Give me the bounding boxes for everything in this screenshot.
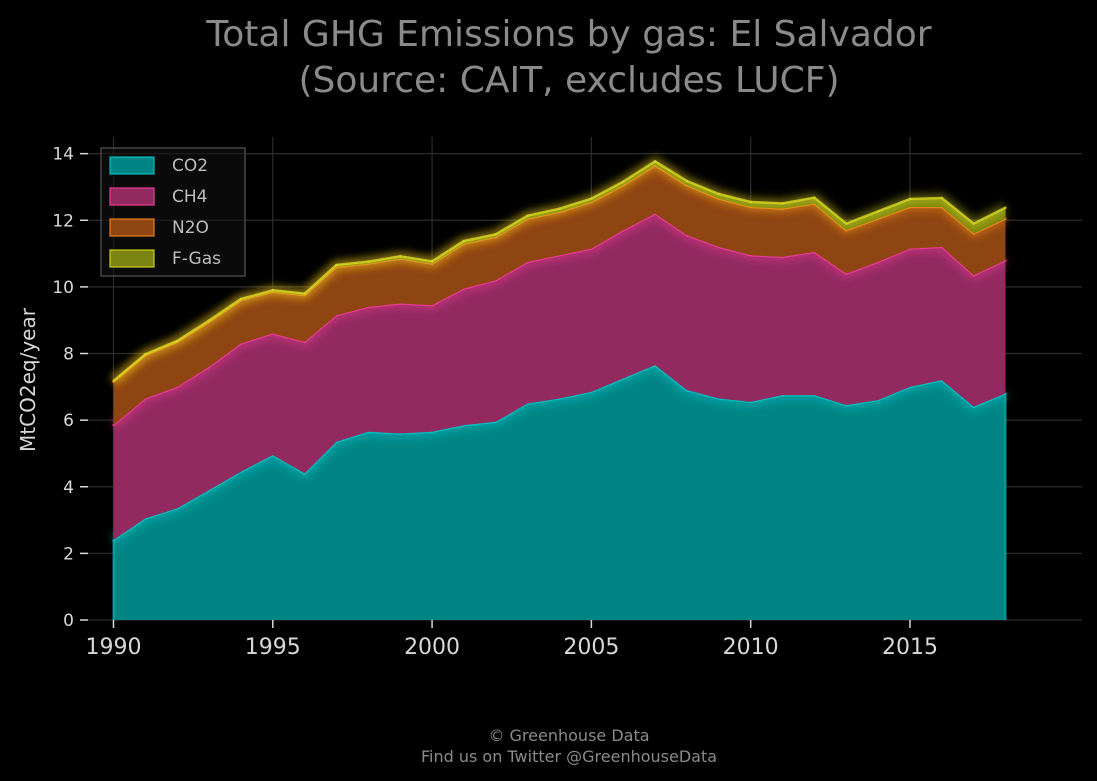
legend-swatch-co2 bbox=[109, 156, 155, 175]
point-f-gas-2014 bbox=[876, 210, 880, 213]
point-f-gas-2012 bbox=[813, 196, 816, 199]
legend-label-co2: CO2 bbox=[172, 156, 208, 176]
point-f-gas-2004 bbox=[558, 207, 561, 210]
legend-swatch-ch4 bbox=[109, 187, 155, 206]
point-f-gas-1993 bbox=[207, 319, 211, 322]
x-tick-label: 2005 bbox=[563, 635, 619, 660]
legend-swatch-f-gas bbox=[109, 249, 155, 268]
axes: 0 2 4 6 8 10 12 14 1990 1995 2000 2005 2010 2015 bbox=[52, 145, 938, 660]
point-f-gas-2002 bbox=[494, 233, 497, 236]
y-tick-label: 14 bbox=[52, 145, 74, 165]
y-tick-label: 8 bbox=[63, 345, 74, 365]
series-f-gas bbox=[110, 156, 1008, 385]
area-ch4 bbox=[113, 213, 1006, 541]
point-f-gas-1995 bbox=[271, 289, 274, 292]
legend: CO2 CH4 N2O F-Gas bbox=[100, 147, 246, 277]
y-tick-label: 10 bbox=[52, 278, 74, 298]
point-f-gas-2015 bbox=[908, 197, 912, 201]
y-tick-label: 2 bbox=[63, 544, 74, 564]
area-n2o bbox=[113, 165, 1006, 426]
legend-label-n2o: N2O bbox=[172, 218, 209, 238]
point-f-gas-2001 bbox=[462, 239, 466, 243]
legend-label-ch4: CH4 bbox=[172, 187, 207, 207]
stacked-areas bbox=[110, 156, 1008, 620]
point-f-gas-2003 bbox=[526, 214, 529, 217]
point-f-gas-1994 bbox=[239, 297, 243, 301]
point-f-gas-1998 bbox=[367, 260, 370, 263]
point-f-gas-1990 bbox=[112, 379, 115, 383]
y-tick-label: 12 bbox=[52, 211, 74, 231]
point-f-gas-1997 bbox=[335, 263, 338, 267]
chart-title: Total GHG Emissions by gas: El Salvador … bbox=[205, 14, 931, 101]
point-f-gas-2010 bbox=[749, 200, 752, 204]
x-tick-label: 2000 bbox=[404, 635, 460, 660]
chart-title-line-2: (Source: CAIT, excludes LUCF) bbox=[298, 60, 839, 101]
footer-twitter: Find us on Twitter @GreenhouseData bbox=[421, 747, 717, 766]
point-f-gas-1996 bbox=[303, 292, 306, 295]
point-f-gas-1999 bbox=[399, 255, 402, 258]
chart-title-line-1: Total GHG Emissions by gas: El Salvador bbox=[205, 14, 931, 55]
point-f-gas-2013 bbox=[845, 222, 848, 225]
point-f-gas-2016 bbox=[940, 196, 944, 200]
point-f-gas-2008 bbox=[685, 179, 689, 183]
footer-copyright: © Greenhouse Data bbox=[488, 726, 649, 745]
area-co2 bbox=[113, 365, 1006, 620]
point-f-gas-1992 bbox=[176, 339, 179, 343]
legend-swatch-n2o bbox=[109, 218, 155, 237]
legend-label-f-gas: F-Gas bbox=[172, 249, 221, 269]
x-tick-label: 1990 bbox=[85, 635, 141, 660]
point-f-gas-2009 bbox=[717, 192, 721, 196]
point-f-gas-2018 bbox=[1004, 206, 1007, 209]
footer: © Greenhouse Data Find us on Twitter @Gr… bbox=[421, 726, 717, 766]
y-tick-label: 4 bbox=[63, 478, 74, 498]
x-tick-label: 2010 bbox=[723, 635, 779, 660]
point-f-gas-1991 bbox=[144, 352, 147, 356]
y-tick-label: 0 bbox=[63, 611, 74, 631]
point-f-gas-2000 bbox=[430, 260, 434, 263]
y-tick-label: 6 bbox=[63, 411, 74, 431]
point-f-gas-2006 bbox=[622, 180, 625, 183]
point-f-gas-2005 bbox=[590, 197, 593, 200]
point-f-gas-2017 bbox=[972, 222, 975, 225]
point-f-gas-2007 bbox=[653, 160, 657, 163]
y-axis-label: MtCO2eq/year bbox=[16, 307, 40, 452]
x-tick-label: 1995 bbox=[245, 635, 301, 660]
point-f-gas-2011 bbox=[781, 202, 784, 205]
x-tick-label: 2015 bbox=[882, 635, 938, 660]
